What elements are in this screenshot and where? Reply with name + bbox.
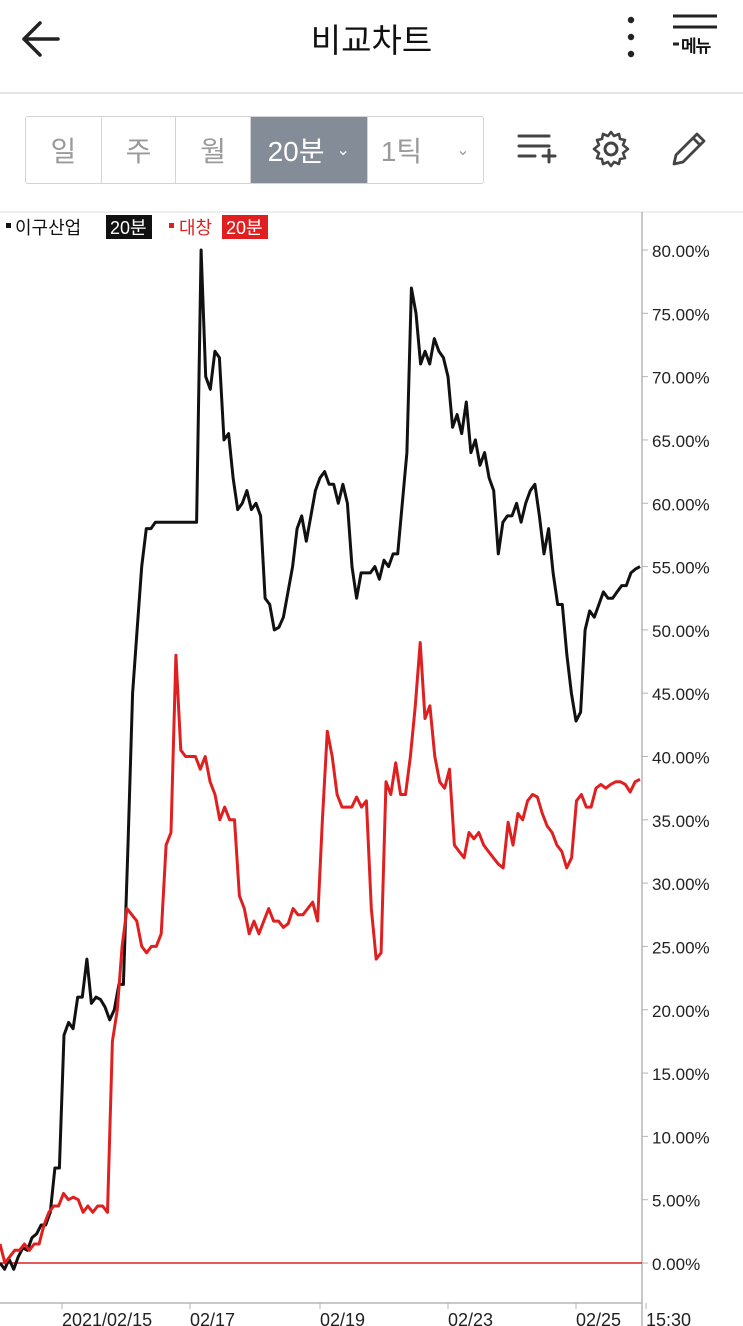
legend-marker-series1 [6,223,11,228]
x-tick-label: 02/23 [448,1310,493,1326]
x-axis-ticks: 2021/02/15 02/17 02/19 02/23 02/25 15:30 [61,1303,691,1326]
legend-series1-tag: 20분 [110,218,147,238]
y-tick-label: 20.00% [652,1002,710,1021]
tab-month-label: 월 [200,136,227,167]
x-tick-label: 02/19 [320,1310,365,1326]
y-tick-label: 80.00% [652,242,710,261]
app-header: 비교차트 메뉴 [0,0,743,94]
y-tick-label: 55.00% [652,559,710,578]
legend-marker-series2 [169,223,174,228]
y-tick-label: 30.00% [652,875,710,894]
legend-series1-tag-bg [106,215,152,239]
tab-week[interactable]: 주 [102,117,177,183]
page-title: 비교차트 [310,22,433,59]
legend-series2-tag-bg [222,215,268,239]
legend-series2-tag: 20분 [226,218,263,238]
tab-20min[interactable]: 20분 ⌄ [251,117,368,183]
back-arrow-icon[interactable] [18,16,64,62]
period-selector: 일 주 월 20분 ⌄ 1틱 ⌄ [25,116,484,184]
y-tick-label: 60.00% [652,495,710,514]
tab-month[interactable]: 월 [176,117,252,183]
tab-week-label: 주 [125,136,152,167]
y-tick-label: 0.00% [652,1255,700,1274]
x-tick-label: 2021/02/15 [62,1310,152,1326]
tab-day-label: 일 [50,136,77,167]
y-axis-ticks: 80.00% 75.00% 70.00% 65.00% 60.00% 55.00% 50.0… [642,242,710,1274]
chevron-down-icon: ⌄ [336,142,350,159]
more-options-icon[interactable] [618,14,644,60]
y-tick-label: 35.00% [652,812,710,831]
chart-legend: 이구산업 20분 대창 20분 [6,215,268,239]
pencil-draw-icon[interactable] [668,128,710,170]
y-tick-label: 5.00% [652,1192,700,1211]
y-tick-label: 70.00% [652,369,710,388]
menu-label[interactable]: 메뉴 [681,37,711,56]
y-tick-label: 45.00% [652,685,710,704]
series-line-2 [0,641,641,1265]
chevron-down-icon: ⌄ [456,142,470,159]
y-tick-label: 65.00% [652,432,710,451]
y-tick-label: 15.00% [652,1065,710,1084]
y-tick-label: 50.00% [652,622,710,641]
series-line-1 [0,248,641,1271]
tab-20min-label: 20분 [267,136,325,167]
x-tick-label: 15:30 [646,1310,691,1326]
settings-gear-icon[interactable] [590,128,632,170]
y-tick-label: 40.00% [652,749,710,768]
y-tick-label: 10.00% [652,1128,710,1147]
tab-day[interactable]: 일 [26,117,102,183]
legend-series1-name: 이구산업 [15,218,81,238]
x-tick-label: 02/25 [576,1310,621,1326]
x-tick-label: 02/17 [190,1310,235,1326]
y-tick-label: 25.00% [652,938,710,957]
hamburger-menu-icon[interactable] [670,12,720,62]
add-indicator-icon[interactable] [515,128,557,170]
chart-series [0,248,641,1271]
tab-1tick-label: 1틱 [380,136,423,167]
legend-series2-name: 대창 [179,218,212,238]
y-tick-label: 75.00% [652,305,710,324]
tab-1tick[interactable]: 1틱 ⌄ [368,117,483,183]
